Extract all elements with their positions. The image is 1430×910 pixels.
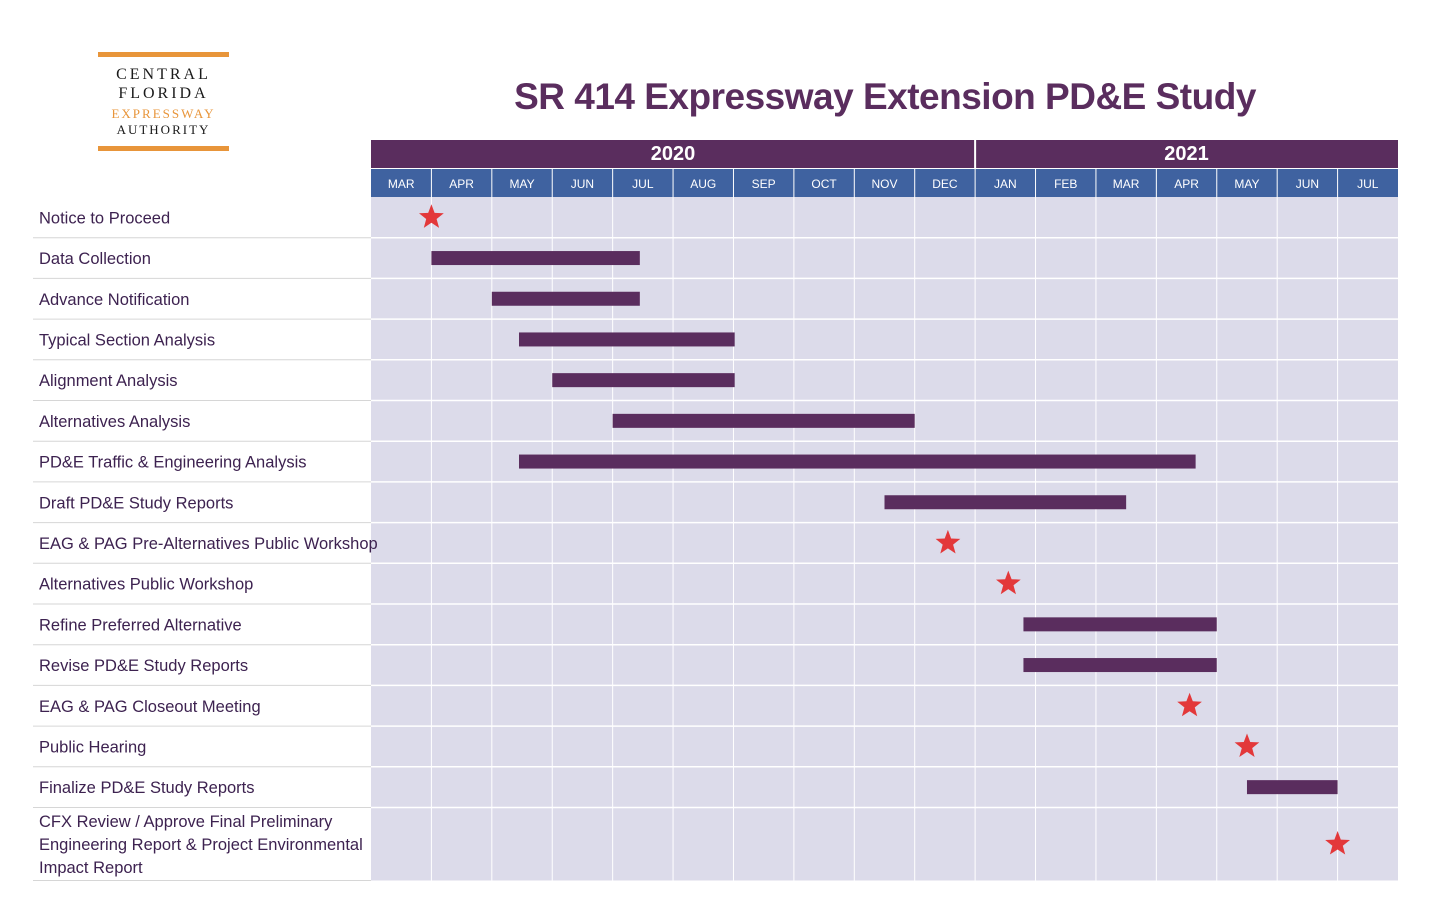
task-bar bbox=[1023, 617, 1217, 632]
task-label-line: Typical Section Analysis bbox=[39, 331, 215, 349]
cfx-logo: CENTRAL FLORIDA EXPRESSWAY AUTHORITY bbox=[98, 52, 229, 152]
task-label-line: Impact Report bbox=[39, 859, 143, 877]
task-label: Alternatives Public Workshop bbox=[39, 576, 253, 594]
task-label: Typical Section Analysis bbox=[39, 331, 215, 349]
task-label: Revise PD&E Study Reports bbox=[39, 657, 248, 675]
milestone-star bbox=[419, 204, 444, 228]
month-label: AUG bbox=[690, 177, 716, 191]
milestone-star bbox=[1325, 831, 1350, 855]
task-label-line: PD&E Traffic & Engineering Analysis bbox=[39, 454, 307, 472]
month-label: MAR bbox=[388, 177, 415, 191]
task-label-line: Alternatives Public Workshop bbox=[39, 576, 253, 594]
task-label-line: Engineering Report & Project Environment… bbox=[39, 836, 363, 854]
task-label-line: Revise PD&E Study Reports bbox=[39, 657, 248, 675]
task-label: Refine Preferred Alternative bbox=[39, 616, 242, 634]
task-label-line: Refine Preferred Alternative bbox=[39, 616, 242, 634]
task-label-line: Advance Notification bbox=[39, 291, 189, 309]
task-label-line: Notice to Proceed bbox=[39, 209, 170, 227]
month-label: OCT bbox=[811, 177, 837, 191]
task-label-line: EAG & PAG Closeout Meeting bbox=[39, 698, 261, 716]
milestone-star bbox=[1234, 733, 1260, 757]
month-label: JUN bbox=[571, 177, 594, 191]
month-label: JUL bbox=[632, 177, 654, 191]
month-label: APR bbox=[1174, 177, 1199, 191]
task-label: PD&E Traffic & Engineering Analysis bbox=[39, 454, 307, 472]
task-label-line: Public Hearing bbox=[39, 738, 146, 756]
month-label: MAY bbox=[1234, 177, 1259, 191]
task-label: CFX Review / Approve Final Preliminary En… bbox=[39, 813, 363, 877]
task-bar bbox=[431, 251, 640, 266]
year-label-2021: 2021 bbox=[1164, 143, 1209, 165]
year-label-2020: 2020 bbox=[651, 143, 696, 165]
month-label: JUL bbox=[1357, 177, 1379, 191]
year-header-2021 bbox=[975, 140, 1398, 168]
task-label-line: Draft PD&E Study Reports bbox=[39, 494, 233, 512]
month-label: DEC bbox=[932, 177, 958, 191]
logo-top-rule bbox=[98, 52, 229, 57]
task-bar bbox=[552, 373, 735, 388]
month-header bbox=[371, 169, 1398, 197]
task-label: Notice to Proceed bbox=[39, 209, 170, 227]
month-label: JAN bbox=[994, 177, 1017, 191]
task-label-line: EAG & PAG Pre-Alternatives Public Worksh… bbox=[39, 535, 378, 553]
task-bar bbox=[884, 495, 1127, 510]
milestone-star bbox=[996, 570, 1021, 595]
task-label-line: Data Collection bbox=[39, 250, 151, 268]
logo-bottom-rule bbox=[98, 146, 229, 151]
task-bar bbox=[1023, 658, 1217, 673]
month-label: APR bbox=[449, 177, 474, 191]
month-label: SEP bbox=[752, 177, 776, 191]
chart-title: SR 414 Expressway Extension PD&E Study bbox=[514, 76, 1256, 117]
task-bar bbox=[1246, 780, 1338, 795]
task-label: EAG & PAG Closeout Meeting bbox=[39, 698, 261, 716]
logo-line-expressway: EXPRESSWAY bbox=[111, 106, 216, 121]
task-label: Alignment Analysis bbox=[39, 372, 178, 390]
logo-line-central: CENTRAL bbox=[116, 66, 211, 83]
task-label: Data Collection bbox=[39, 250, 151, 268]
task-label-line: Alternatives Analysis bbox=[39, 413, 190, 431]
task-bar bbox=[519, 332, 735, 347]
logo-line-florida: FLORIDA bbox=[118, 85, 209, 102]
milestone-star bbox=[935, 529, 961, 554]
year-header-2020 bbox=[371, 140, 976, 168]
task-label-line: Finalize PD&E Study Reports bbox=[39, 779, 255, 797]
month-label: JUN bbox=[1296, 177, 1319, 191]
month-label: FEB bbox=[1054, 177, 1077, 191]
task-label: Public Hearing bbox=[39, 738, 146, 756]
month-label: MAR bbox=[1113, 177, 1140, 191]
task-bar bbox=[519, 454, 1196, 469]
milestone-star bbox=[1177, 692, 1202, 717]
task-label-line: CFX Review / Approve Final Preliminary bbox=[39, 813, 333, 831]
task-label: Finalize PD&E Study Reports bbox=[39, 779, 255, 797]
task-label: Advance Notification bbox=[39, 291, 189, 309]
logo-line-authority: AUTHORITY bbox=[116, 122, 211, 137]
month-label: NOV bbox=[871, 177, 897, 191]
task-bar bbox=[612, 413, 915, 428]
month-label: MAY bbox=[509, 177, 534, 191]
task-bar bbox=[491, 291, 640, 306]
task-label: Draft PD&E Study Reports bbox=[39, 494, 233, 512]
task-label: EAG & PAG Pre-Alternatives Public Worksh… bbox=[39, 535, 378, 553]
task-label-line: Alignment Analysis bbox=[39, 372, 178, 390]
task-label: Alternatives Analysis bbox=[39, 413, 190, 431]
